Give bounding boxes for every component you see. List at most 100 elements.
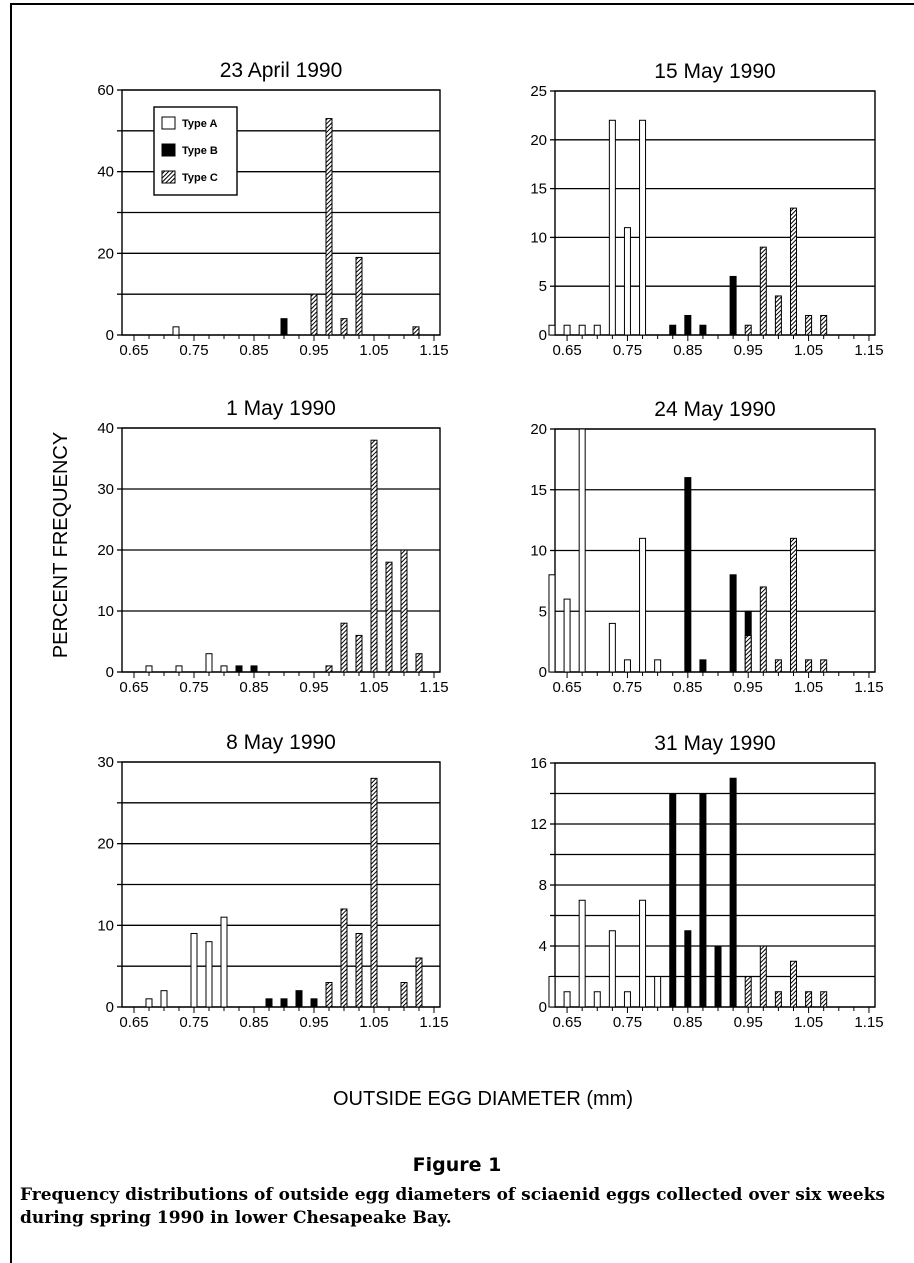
- bar-type-c: [744, 324, 752, 336]
- bar-type-c: [415, 653, 423, 673]
- bar-type-c: [789, 207, 797, 336]
- y-tick-label: 8: [539, 877, 547, 894]
- bar-type-a: [654, 659, 662, 673]
- bar-type-c: [325, 118, 333, 336]
- bar-type-b: [669, 324, 677, 336]
- bar-type-a: [578, 899, 586, 1008]
- bar-type-a: [563, 598, 571, 673]
- y-tick-label: 0: [539, 664, 547, 681]
- bar-type-b: [729, 275, 737, 336]
- bar-type-b: [684, 314, 692, 336]
- y-tick-label: 15: [530, 181, 547, 198]
- bar-type-a: [563, 324, 571, 336]
- x-tick-label: 1.05: [359, 679, 388, 696]
- x-tick-label: 0.75: [179, 342, 208, 359]
- bar-type-a: [548, 976, 556, 1008]
- bar-type-b: [235, 665, 243, 673]
- y-axis-title: PERCENT FREQUENCY: [50, 432, 72, 658]
- bar-type-b: [714, 945, 722, 1008]
- x-tick-label: 0.75: [613, 679, 642, 696]
- x-tick-label: 1.15: [854, 1014, 883, 1031]
- x-tick-label: 0.95: [299, 342, 328, 359]
- bar-type-a: [639, 537, 647, 673]
- legend-swatch: [161, 170, 176, 184]
- chart-panel-3: 1 May 1990 0 10 20 30 40 0.65 0.75 0.85 0.95 1.05 1…: [97, 397, 448, 696]
- bar-type-a: [205, 941, 213, 1008]
- bar-type-c: [325, 665, 333, 673]
- bar-type-a: [608, 119, 616, 336]
- bar-type-b: [295, 990, 303, 1008]
- bar-type-a: [220, 916, 228, 1008]
- bar-type-b: [265, 998, 273, 1008]
- bar-type-b: [729, 574, 737, 673]
- bar-type-c: [774, 659, 782, 673]
- bar-type-c: [412, 326, 420, 336]
- y-tick-label: 20: [530, 132, 547, 149]
- y-tick-label: 15: [530, 482, 547, 499]
- x-tick-label: 0.85: [673, 1014, 702, 1031]
- y-tick-label: 20: [97, 836, 114, 853]
- legend-label: Type B: [182, 145, 218, 157]
- x-tick-label: 0.65: [552, 1014, 581, 1031]
- bar-type-b: [684, 930, 692, 1008]
- y-tick-label: 20: [530, 421, 547, 438]
- x-tick-label: 0.65: [119, 679, 148, 696]
- panel-title: 31 May 1990: [654, 732, 775, 755]
- x-tick-label: 1.05: [794, 679, 823, 696]
- panel-title: 1 May 1990: [226, 397, 336, 420]
- legend: Type A Type B Type C: [153, 106, 238, 196]
- x-axis-title: OUTSIDE EGG DIAMETER (mm): [333, 1088, 633, 1110]
- x-tick-label: 0.85: [239, 1014, 268, 1031]
- bar-type-a: [623, 659, 631, 673]
- bar-type-c: [370, 777, 378, 1008]
- bar-type-a: [639, 899, 647, 1008]
- figure-frame-top: [10, 3, 914, 5]
- bar-type-b: [669, 793, 677, 1008]
- x-tick-label: 1.15: [419, 342, 448, 359]
- bar-type-b: [729, 777, 737, 1008]
- x-tick-label: 1.05: [794, 1014, 823, 1031]
- y-tick-label: 10: [97, 603, 114, 620]
- panel-title: 23 April 1990: [220, 59, 343, 82]
- bar-type-c: [805, 991, 813, 1008]
- bar-type-a: [563, 991, 571, 1008]
- bar-type-a: [220, 665, 228, 673]
- y-tick-label: 20: [97, 245, 114, 262]
- bar-type-b: [699, 324, 707, 336]
- bar-type-b: [280, 998, 288, 1008]
- bar-type-b: [699, 659, 707, 673]
- bar-type-a: [639, 119, 647, 336]
- bar-type-c: [400, 982, 408, 1008]
- x-tick-label: 0.75: [613, 1014, 642, 1031]
- figure-caption-text: Frequency distributions of outside egg d…: [20, 1185, 885, 1228]
- bar-type-c: [744, 635, 752, 673]
- bar-type-c: [789, 960, 797, 1008]
- bar-type-a: [578, 324, 586, 336]
- bar-type-c: [340, 622, 348, 673]
- bar-type-a: [548, 574, 556, 673]
- bar-type-a: [623, 227, 631, 336]
- bar-type-a: [623, 991, 631, 1008]
- x-tick-label: 0.75: [179, 1014, 208, 1031]
- panel-title: 15 May 1990: [654, 60, 775, 83]
- bar-type-a: [175, 665, 183, 673]
- panel-title: 8 May 1990: [226, 731, 336, 754]
- bar-type-a: [160, 990, 168, 1008]
- chart-panel-6: 31 May 1990 0 4 8 12 16 0.65 0.75 0.85 0.95 1.05 1.…: [530, 732, 883, 1031]
- bar-type-a: [608, 930, 616, 1008]
- y-tick-label: 4: [539, 938, 547, 955]
- bar-type-a: [593, 991, 601, 1008]
- bar-type-c: [400, 549, 408, 673]
- bar-type-c: [385, 561, 393, 673]
- legend-swatch: [161, 143, 176, 157]
- y-tick-label: 0: [539, 999, 547, 1016]
- x-tick-label: 0.65: [552, 342, 581, 359]
- bar-type-b: [310, 998, 318, 1008]
- bar-type-c: [789, 537, 797, 673]
- x-tick-label: 0.95: [299, 1014, 328, 1031]
- y-tick-label: 60: [97, 82, 114, 99]
- chart-panel-1: 23 April 1990 0 20 40 60 0.65 0.75 0.85 0.95 1.05…: [97, 59, 448, 359]
- plot-frame: [554, 90, 876, 336]
- figure-caption-title: Figure 1: [412, 1154, 502, 1176]
- bar-type-c: [820, 314, 828, 336]
